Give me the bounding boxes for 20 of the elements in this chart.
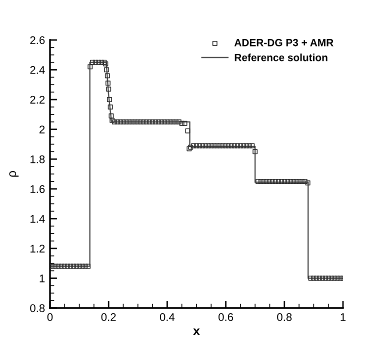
y-tick-label: 2.6 <box>30 36 45 44</box>
x-axis-title: x <box>193 328 200 336</box>
y-tick-label: 2 <box>40 126 45 134</box>
y-tick-label: 2.4 <box>30 66 45 74</box>
x-tick-label: 1 <box>340 313 346 321</box>
y-tick-label: 1.6 <box>30 185 45 194</box>
x-tick-label: 0.6 <box>218 313 234 322</box>
legend-label: Reference solution <box>234 54 328 62</box>
y-tick-label: 2.2 <box>30 96 45 104</box>
x-tick-label: 0.2 <box>101 313 116 322</box>
y-axis-title: ρ <box>9 170 19 177</box>
x-tick-label: 0 <box>47 313 53 322</box>
y-tick-label: 1 <box>40 274 45 282</box>
legend-label: ADER-DG P3 + AMR <box>234 38 334 46</box>
y-tick-label: 1.8 <box>30 155 45 164</box>
x-tick-label: 0.8 <box>277 313 292 322</box>
y-tick-label: 0.8 <box>30 304 45 312</box>
y-tick-label: 1.2 <box>30 244 45 252</box>
y-tick-label: 1.4 <box>30 215 45 223</box>
x-tick-label: 0.4 <box>160 313 175 322</box>
